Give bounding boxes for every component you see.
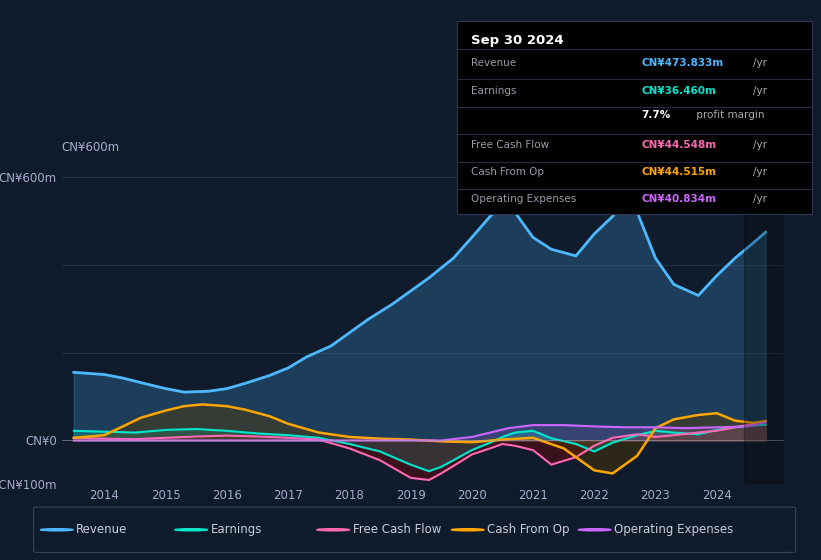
Circle shape — [578, 529, 611, 531]
Circle shape — [175, 529, 208, 531]
Circle shape — [317, 529, 350, 531]
Circle shape — [40, 529, 73, 531]
Circle shape — [452, 529, 484, 531]
Text: /yr: /yr — [754, 86, 768, 96]
Text: CN¥36.460m: CN¥36.460m — [642, 86, 717, 96]
Text: Operating Expenses: Operating Expenses — [614, 523, 733, 536]
Text: Revenue: Revenue — [76, 523, 127, 536]
Text: Sep 30 2024: Sep 30 2024 — [471, 34, 564, 47]
Text: Revenue: Revenue — [471, 58, 516, 68]
Text: /yr: /yr — [754, 58, 768, 68]
Text: Earnings: Earnings — [471, 86, 517, 96]
Text: Free Cash Flow: Free Cash Flow — [352, 523, 441, 536]
Bar — [745, 168, 784, 484]
Text: /yr: /yr — [754, 167, 768, 178]
Text: /yr: /yr — [754, 194, 768, 204]
Text: 7.7%: 7.7% — [642, 110, 671, 120]
Text: Free Cash Flow: Free Cash Flow — [471, 141, 549, 150]
Text: Operating Expenses: Operating Expenses — [471, 194, 576, 204]
Text: CN¥473.833m: CN¥473.833m — [642, 58, 724, 68]
Text: /yr: /yr — [754, 141, 768, 150]
Text: Cash From Op: Cash From Op — [487, 523, 570, 536]
Text: Cash From Op: Cash From Op — [471, 167, 544, 178]
Text: profit margin: profit margin — [693, 110, 764, 120]
Text: CN¥40.834m: CN¥40.834m — [642, 194, 717, 204]
Text: CN¥600m: CN¥600m — [62, 141, 120, 154]
Text: Earnings: Earnings — [211, 523, 262, 536]
Text: CN¥44.548m: CN¥44.548m — [642, 141, 717, 150]
Text: CN¥44.515m: CN¥44.515m — [642, 167, 717, 178]
